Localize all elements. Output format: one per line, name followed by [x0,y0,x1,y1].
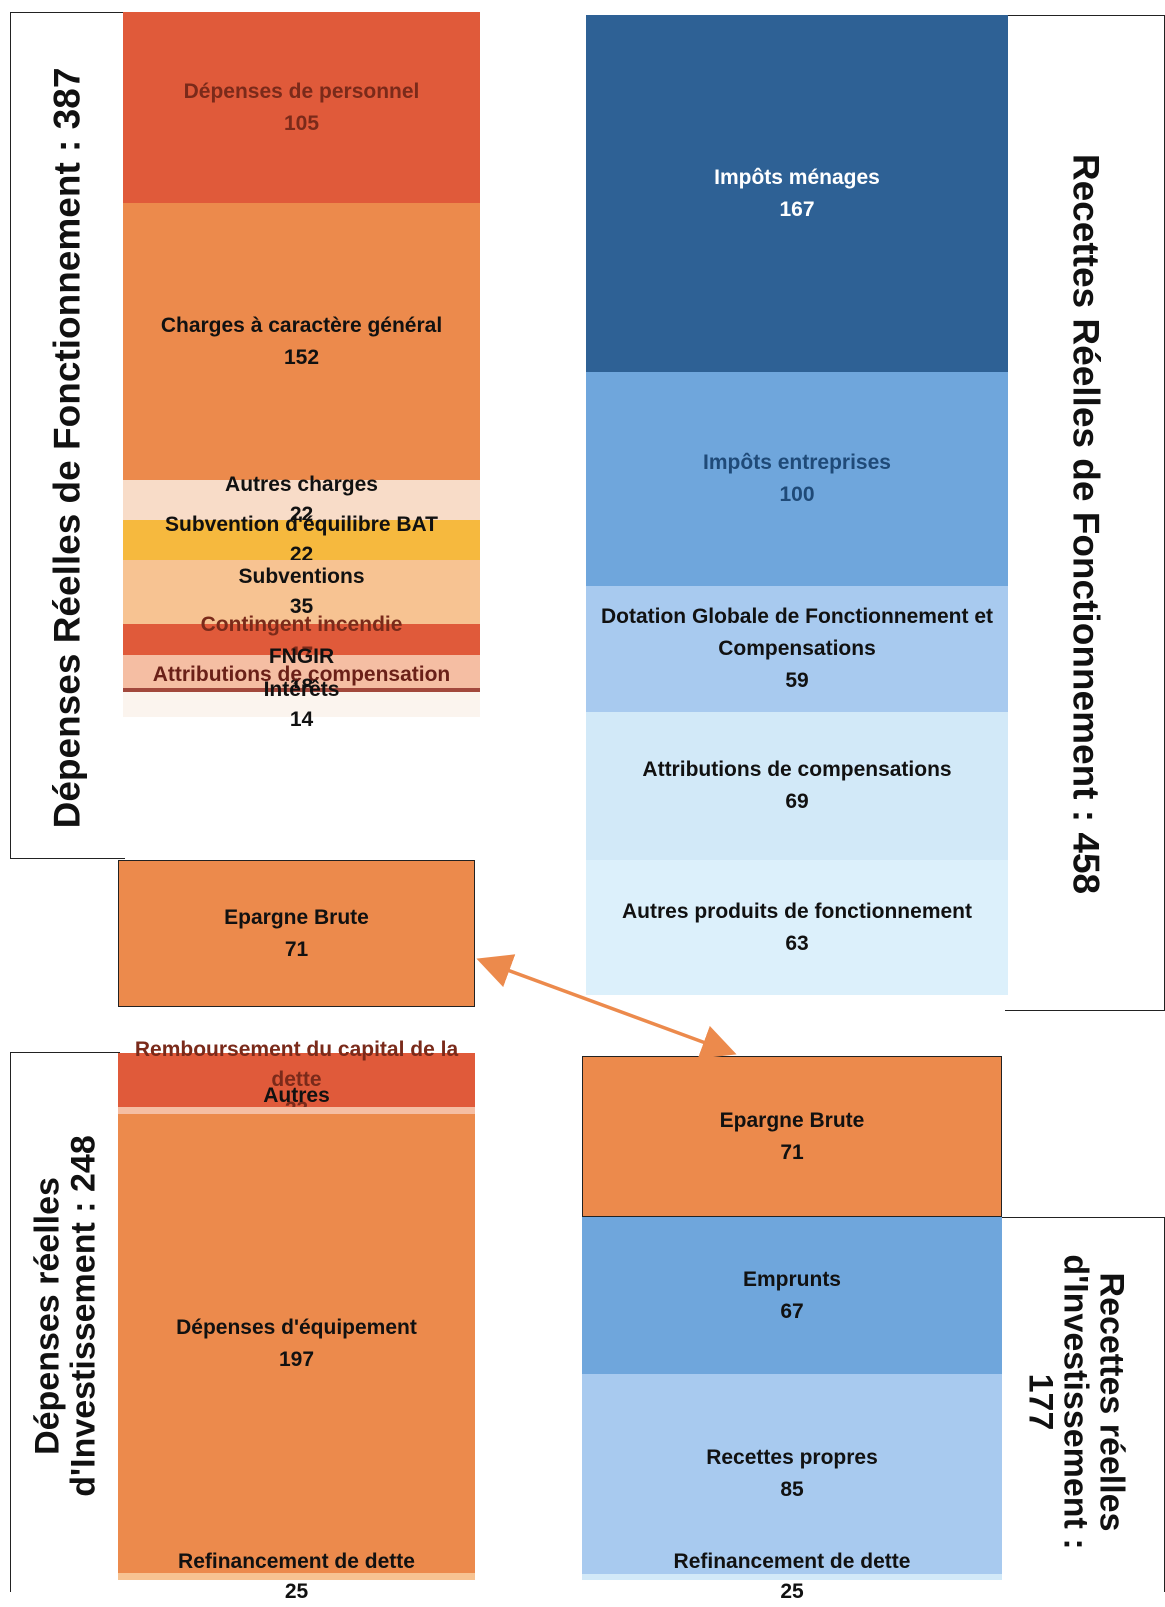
dri-title: Dépenses réelles d'Investissement : 248 [28,1135,102,1497]
drf-block-value: 14 [289,707,314,731]
rrf-block-dotation-globale-de-fonctionnement-et-compensations: Dotation Globale de Fonctionnement et Co… [586,586,1008,712]
drf-title: Dépenses Réelles de Fonctionnement : 387 [46,67,88,829]
dri-title-line1: Dépenses réelles [28,1177,67,1455]
rrf-block-label: Autres produits de fonctionnement [621,899,972,923]
drf-block-label: FNGIR [268,644,335,668]
epargne-left-block-epargne-brute: Epargne Brute 71 [118,860,475,1007]
epargne-right-block-epargne-brute: Epargne Brute 71 [582,1056,1002,1217]
drf-block-interets: Intérêts 14 [123,678,480,731]
drf-block-label: Subvention d'équilibre BAT [165,513,438,536]
rrf-block-attributions-de-compensations: Attributions de compensations 69 [586,712,1008,860]
rrf-title-text: Recettes Réelles de Fonctionnement : 458 [1065,153,1107,895]
rri-frame [1000,1217,1165,1592]
drf-frame [10,12,125,859]
drf-block-fngir: FNGIR 18 [123,645,480,698]
drf-block-value: 105 [283,111,320,135]
rrf-block-value: 59 [785,669,809,692]
rrf-block-impots-menages: Impôts ménages 167 [586,15,1008,372]
rri-block-label: Recettes propres [706,1446,878,1469]
drf-block-label: Contingent incendie [200,612,403,636]
drf-block-charges-a-caractere-general: Charges à caractère général 152 [123,203,480,480]
dri-block-value: 25 [284,1579,309,1603]
dri-block-refinancement-de-dette: Refinancement de dette 25 [118,1550,475,1603]
drf-block-value: 35 [289,595,314,618]
drf-block-label: Charges à caractère général [160,313,443,337]
rrf-block-value: 63 [785,931,809,955]
dri-block-label: Autres [263,1083,330,1107]
drf-block-depenses-de-personnel: Dépenses de personnel 105 [123,12,480,203]
dri-block-remboursement-du-capital-de-la-dette: Remboursement du capital de la dette23 [118,1038,475,1121]
rrf-block-label: Dotation Globale de Fonctionnement et Co… [600,605,993,660]
dri-title-line2: d'Investissement : 248 [64,1135,102,1497]
rri-title-line3: 177 [1021,1373,1060,1431]
drf-block-label: Intérêts [263,677,340,701]
rrf-block-value: 100 [779,483,815,506]
drf-block-label: Dépenses de personnel [183,79,420,103]
rri-title-line2: d'Investissement : [1056,1254,1095,1550]
dri-block-label: Dépenses d'équipement [176,1315,417,1339]
dri-frame [10,1052,120,1592]
drf-block-autres-charges: Autres charges 22 [123,473,480,526]
epargne-left-block-label: Epargne Brute [224,905,369,929]
rrf-block-label: Impôts entreprises [703,451,891,474]
drf-title-text: Dépenses Réelles de Fonctionnement : 387 [46,67,88,829]
rrf-block-value: 167 [779,197,815,221]
rri-block-value: 85 [780,1478,804,1501]
rrf-block-autres-produits-de-fonctionnement: Autres produits de fonctionnement 63 [586,860,1008,995]
drf-block-value: 152 [283,345,320,369]
dri-block-autres: Autres3 [118,1084,475,1137]
drf-block-label: Attributions de compensation [152,663,451,686]
drf-block-contingent-incendie: Contingent incendie 17 [123,613,480,666]
rri-block-value: 25 [780,1580,804,1603]
rri-title: Recettes réelles d'Investissement : 177 [1021,1254,1131,1550]
rri-title-line1: Recettes réelles [1092,1272,1131,1532]
rrf-title: Recettes Réelles de Fonctionnement : 458 [1065,153,1107,895]
dri-block-value: 197 [278,1347,315,1371]
rrf-frame [1005,15,1165,1011]
dri-block-depenses-d-equipement: Dépenses d'équipement 197 [118,1114,475,1573]
drf-block-label: Subventions [238,565,365,588]
rri-block-label: Refinancement de dette [673,1550,911,1573]
rri-block-recettes-propres: Recettes propres 85 [582,1374,1002,1574]
rri-block-label: Emprunts [742,1267,841,1291]
rrf-block-value: 69 [785,790,809,813]
dri-block-label: Remboursement du capital de la dette [134,1038,459,1091]
epargne-right-block-value: 71 [780,1140,804,1164]
dri-block-label: Refinancement de dette [178,1549,415,1573]
drf-block-subvention-d-equilibre-bat: Subvention d'équilibre BAT 22 [123,513,480,566]
rrf-block-impots-entreprises: Impôts entreprises 100 [586,372,1008,586]
rrf-block-label: Attributions de compensations [642,758,952,781]
rrf-block-label: Impôts ménages [714,165,880,189]
rri-block-refinancement-de-dette: Refinancement de dette 25 [582,1550,1002,1603]
drf-block-label: Autres charges [225,473,378,496]
rri-block-value: 67 [780,1299,804,1323]
epargne-right-block-label: Epargne Brute [719,1108,865,1132]
epargne-left-block-value: 71 [284,937,309,961]
rri-block-emprunts: Emprunts 67 [582,1217,1002,1374]
drf-block-subventions: Subventions 35 [123,560,480,624]
